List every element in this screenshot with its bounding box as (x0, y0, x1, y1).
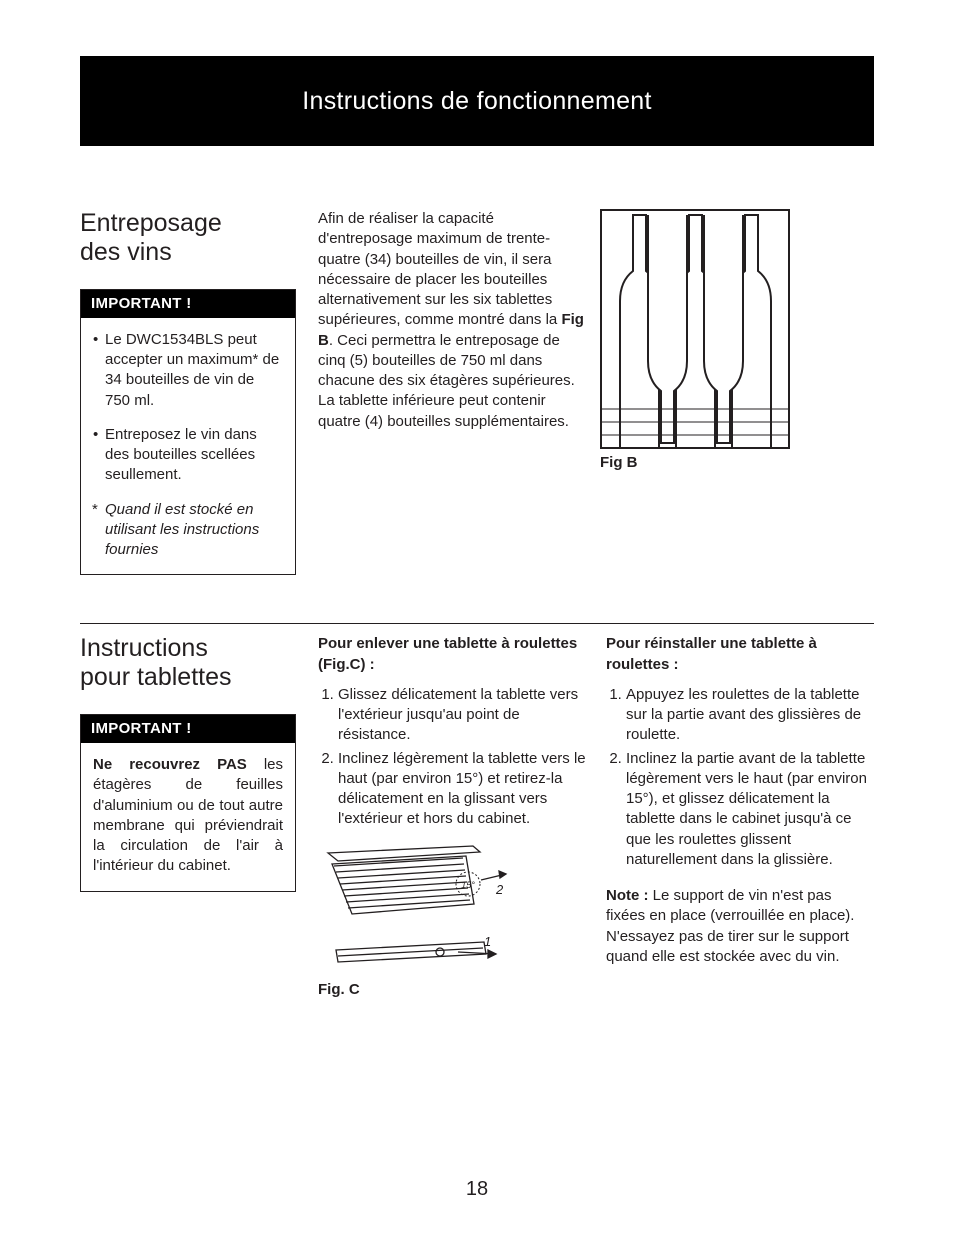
section-title: Instructions pour tablettes (80, 634, 296, 692)
reinstall-column: Pour réinstaller une tablette à roulette… (606, 634, 874, 1000)
section-divider (80, 623, 874, 624)
page-number: 18 (0, 1178, 954, 1201)
column-heading: Pour réinstaller une tablette à roulette… (606, 634, 874, 675)
figure-caption: Fig B (600, 453, 790, 473)
step-label-1: 1 (484, 934, 491, 949)
note-label: Note : (606, 887, 649, 904)
figure-c: 15° 2 1 Fig. C (318, 838, 518, 1000)
important-box: IMPORTANT ! Ne recouvrez PAS les étagère… (80, 714, 296, 892)
column-heading: Pour enlever une tablette à roulettes (F… (318, 634, 586, 675)
important-heading: IMPORTANT ! (81, 715, 295, 743)
important-box: IMPORTANT ! Le DWC1534BLS peut accepter … (80, 289, 296, 576)
step-label-2: 2 (495, 882, 504, 897)
important-footnote: Quand il est stocké en utilisant les ins… (93, 500, 283, 561)
list-item: Inclinez la partie avant de la tablette … (626, 749, 874, 871)
figure-b: Fig B (600, 209, 790, 473)
title-line: Instructions (80, 634, 208, 662)
title-line: des vins (80, 238, 172, 266)
section-title: Entreposage des vins (80, 209, 296, 267)
important-text: les étagères de feuilles d'aluminium ou … (93, 756, 283, 874)
important-bold: Ne recouvrez PAS (93, 756, 247, 773)
reinstall-steps: Appuyez les roulettes de la tablette sur… (606, 685, 874, 870)
title-line: pour tablettes (80, 663, 232, 691)
important-bullet: Entreposez le vin dans des bouteilles sc… (93, 425, 283, 486)
section-shelf-instructions: Instructions pour tablettes IMPORTANT ! … (80, 634, 874, 1000)
section-wine-storage: Entreposage des vins IMPORTANT ! Le DWC1… (80, 209, 874, 575)
important-body: Ne recouvrez PAS les étagères de feuille… (93, 755, 283, 877)
body-column: Afin de réaliser la capacité d'entreposa… (318, 209, 586, 575)
list-item: Inclinez légèrement la tablette vers le … (338, 749, 586, 830)
page-header: Instructions de fonctionnement (80, 56, 874, 146)
list-item: Appuyez les roulettes de la tablette sur… (626, 685, 874, 746)
note-paragraph: Note : Le support de vin n'est pas fixée… (606, 886, 874, 967)
title-line: Entreposage (80, 209, 222, 237)
figure-caption: Fig. C (318, 980, 518, 1000)
body-text: . Ceci permettra le entreposage de cinq … (318, 332, 575, 430)
angle-label: 15° (461, 880, 475, 890)
list-item: Glissez délicatement la tablette vers l'… (338, 685, 586, 746)
header-title: Instructions de fonctionnement (302, 87, 651, 116)
body-text: Afin de réaliser la capacité d'entreposa… (318, 210, 561, 328)
important-heading: IMPORTANT ! (81, 290, 295, 318)
remove-column: Pour enlever une tablette à roulettes (F… (318, 634, 586, 1000)
important-bullet: Le DWC1534BLS peut accepter un maximum* … (93, 330, 283, 411)
remove-steps: Glissez délicatement la tablette vers l'… (318, 685, 586, 830)
figure-column: Fig B (606, 209, 874, 575)
